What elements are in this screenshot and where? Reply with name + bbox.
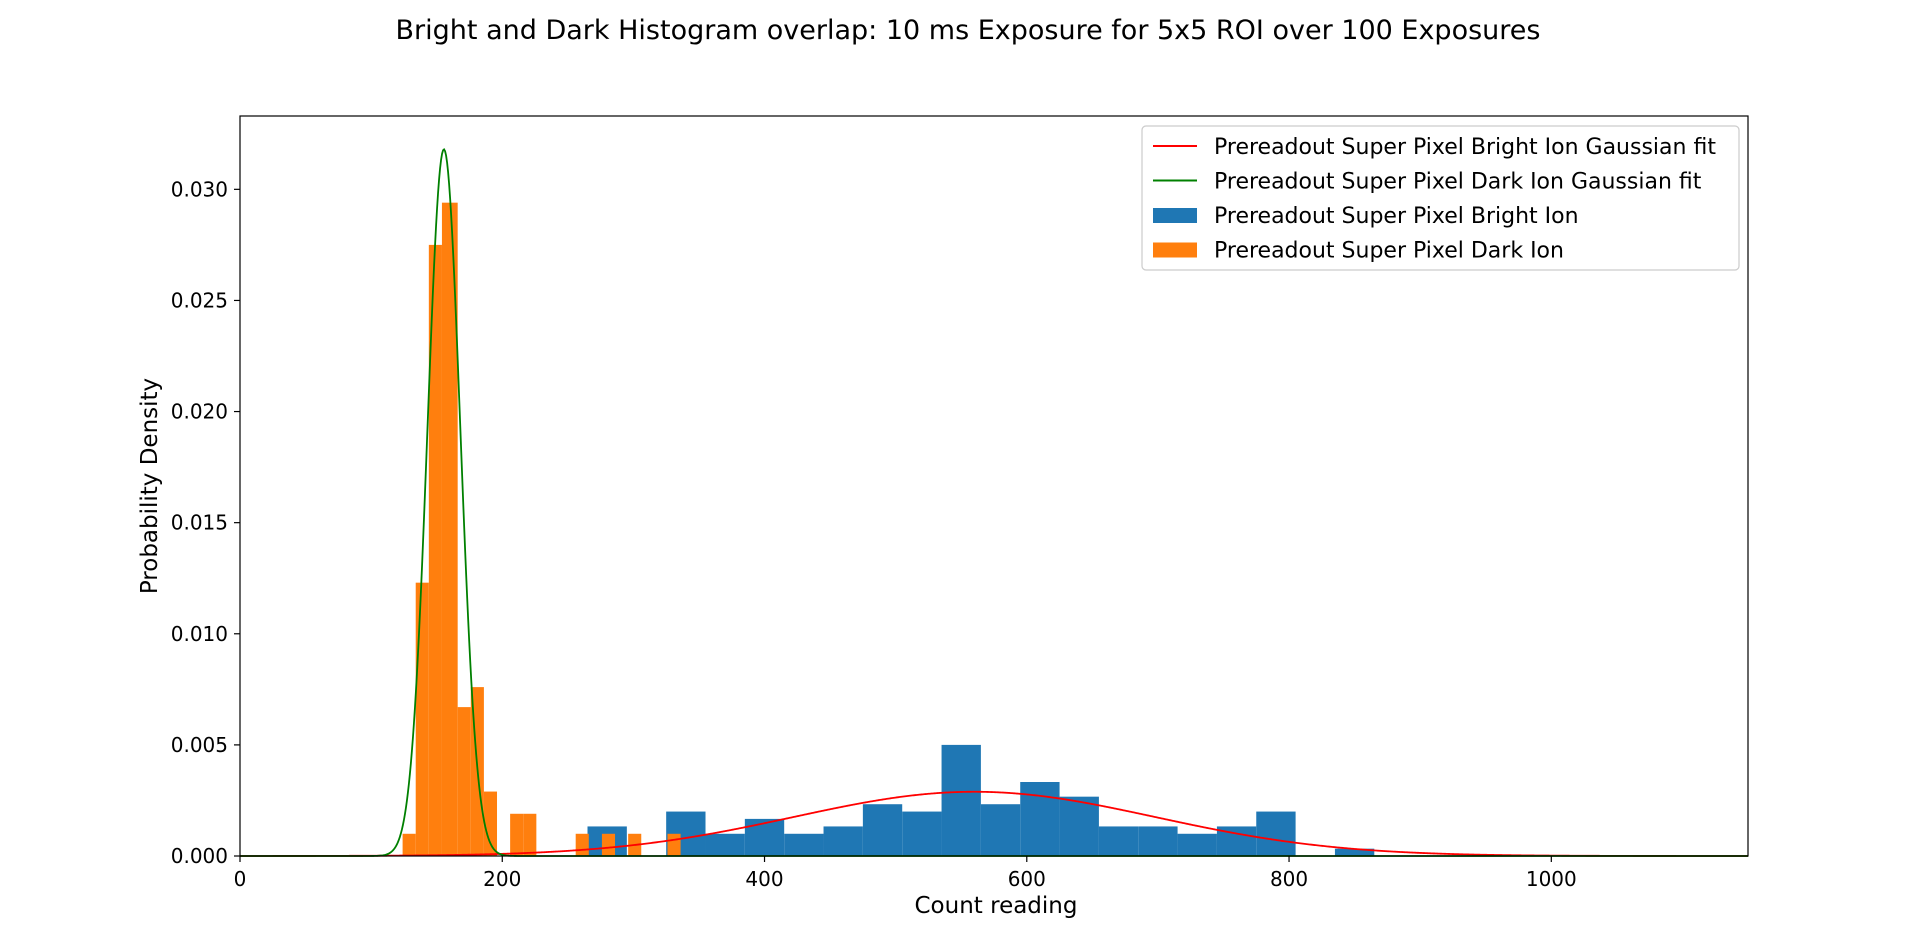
bright-ion-bar bbox=[1256, 811, 1296, 856]
legend-label: Prereadout Super Pixel Dark Ion bbox=[1214, 239, 1564, 264]
bright-ion-bar bbox=[1059, 796, 1099, 856]
x-axis: 0 200 400 600 800 1000 bbox=[234, 856, 1577, 891]
bright-ion-bar bbox=[1098, 826, 1139, 856]
bright-ion-bar bbox=[705, 833, 745, 856]
bright-ion-bar bbox=[1177, 833, 1217, 856]
legend: Prereadout Super Pixel Bright Ion Gaussi… bbox=[1141, 125, 1740, 271]
dark-ion-bar bbox=[441, 202, 458, 857]
dark-ion-bar bbox=[428, 244, 442, 856]
dark-ion-bar bbox=[402, 833, 416, 856]
legend-label: Prereadout Super Pixel Bright Ion bbox=[1214, 204, 1579, 229]
dark-ion-bar bbox=[415, 582, 429, 856]
x-tick-label: 800 bbox=[1270, 867, 1308, 891]
bright-ion-bar bbox=[1020, 782, 1060, 856]
legend-patch-swatch bbox=[1153, 242, 1197, 258]
x-tick-label: 200 bbox=[483, 867, 521, 891]
bright-ion-gaussian-fit-line bbox=[240, 790, 1748, 857]
legend-label: Prereadout Super Pixel Dark Ion Gaussian… bbox=[1214, 170, 1702, 195]
plot-frame bbox=[239, 115, 1749, 857]
dark-ion-bar bbox=[457, 707, 471, 856]
legend-item-bright-fit: Prereadout Super Pixel Bright Ion Gaussi… bbox=[1153, 135, 1716, 160]
legend-box bbox=[1141, 125, 1740, 271]
bright-ion-bar bbox=[980, 804, 1021, 856]
legend-patch-swatch bbox=[1153, 208, 1197, 223]
legend-item-dark-fit: Prereadout Super Pixel Dark Ion Gaussian… bbox=[1153, 170, 1702, 195]
dark-ion-bar bbox=[510, 813, 524, 856]
dark-ion-bar bbox=[575, 833, 589, 856]
bright-ion-bar bbox=[941, 744, 981, 856]
dark-ion-bar bbox=[601, 833, 616, 856]
bright-ion-bar bbox=[1138, 826, 1178, 856]
x-axis-label: Count reading bbox=[915, 893, 1078, 919]
bright-ion-bar bbox=[862, 804, 903, 856]
y-axis-label: Probability Density bbox=[137, 378, 163, 594]
x-tick-label: 1000 bbox=[1526, 867, 1577, 891]
dark-ion-bar bbox=[667, 833, 681, 856]
legend-item-dark-hist: Prereadout Super Pixel Dark Ion bbox=[1153, 239, 1564, 264]
x-tick-label: 400 bbox=[745, 867, 783, 891]
dark-ion-histogram bbox=[402, 202, 681, 857]
chart-title: Bright and Dark Histogram overlap: 10 ms… bbox=[396, 15, 1541, 46]
x-tick-label: 600 bbox=[1008, 867, 1046, 891]
bright-ion-bar bbox=[902, 811, 942, 856]
y-axis: 0.000 0.005 0.010 0.015 0.020 0.025 0.030 bbox=[171, 177, 240, 868]
x-tick-label: 0 bbox=[234, 867, 247, 891]
legend-label: Prereadout Super Pixel Bright Ion Gaussi… bbox=[1214, 135, 1716, 160]
legend-item-bright-hist: Prereadout Super Pixel Bright Ion bbox=[1153, 204, 1579, 229]
y-tick-label: 0.010 bbox=[171, 622, 228, 646]
y-tick-label: 0.020 bbox=[171, 400, 228, 424]
bright-ion-bar bbox=[823, 826, 863, 856]
y-tick-label: 0.015 bbox=[171, 511, 228, 535]
dark-ion-bar bbox=[483, 791, 498, 856]
bright-ion-bar bbox=[744, 818, 785, 856]
dark-ion-bar bbox=[523, 813, 537, 856]
y-tick-label: 0.030 bbox=[171, 177, 228, 201]
y-tick-label: 0.000 bbox=[171, 844, 228, 868]
y-tick-label: 0.005 bbox=[171, 733, 228, 757]
bright-ion-bar bbox=[784, 833, 824, 856]
bright-ion-bar bbox=[1334, 848, 1375, 856]
y-tick-label: 0.025 bbox=[171, 288, 228, 312]
